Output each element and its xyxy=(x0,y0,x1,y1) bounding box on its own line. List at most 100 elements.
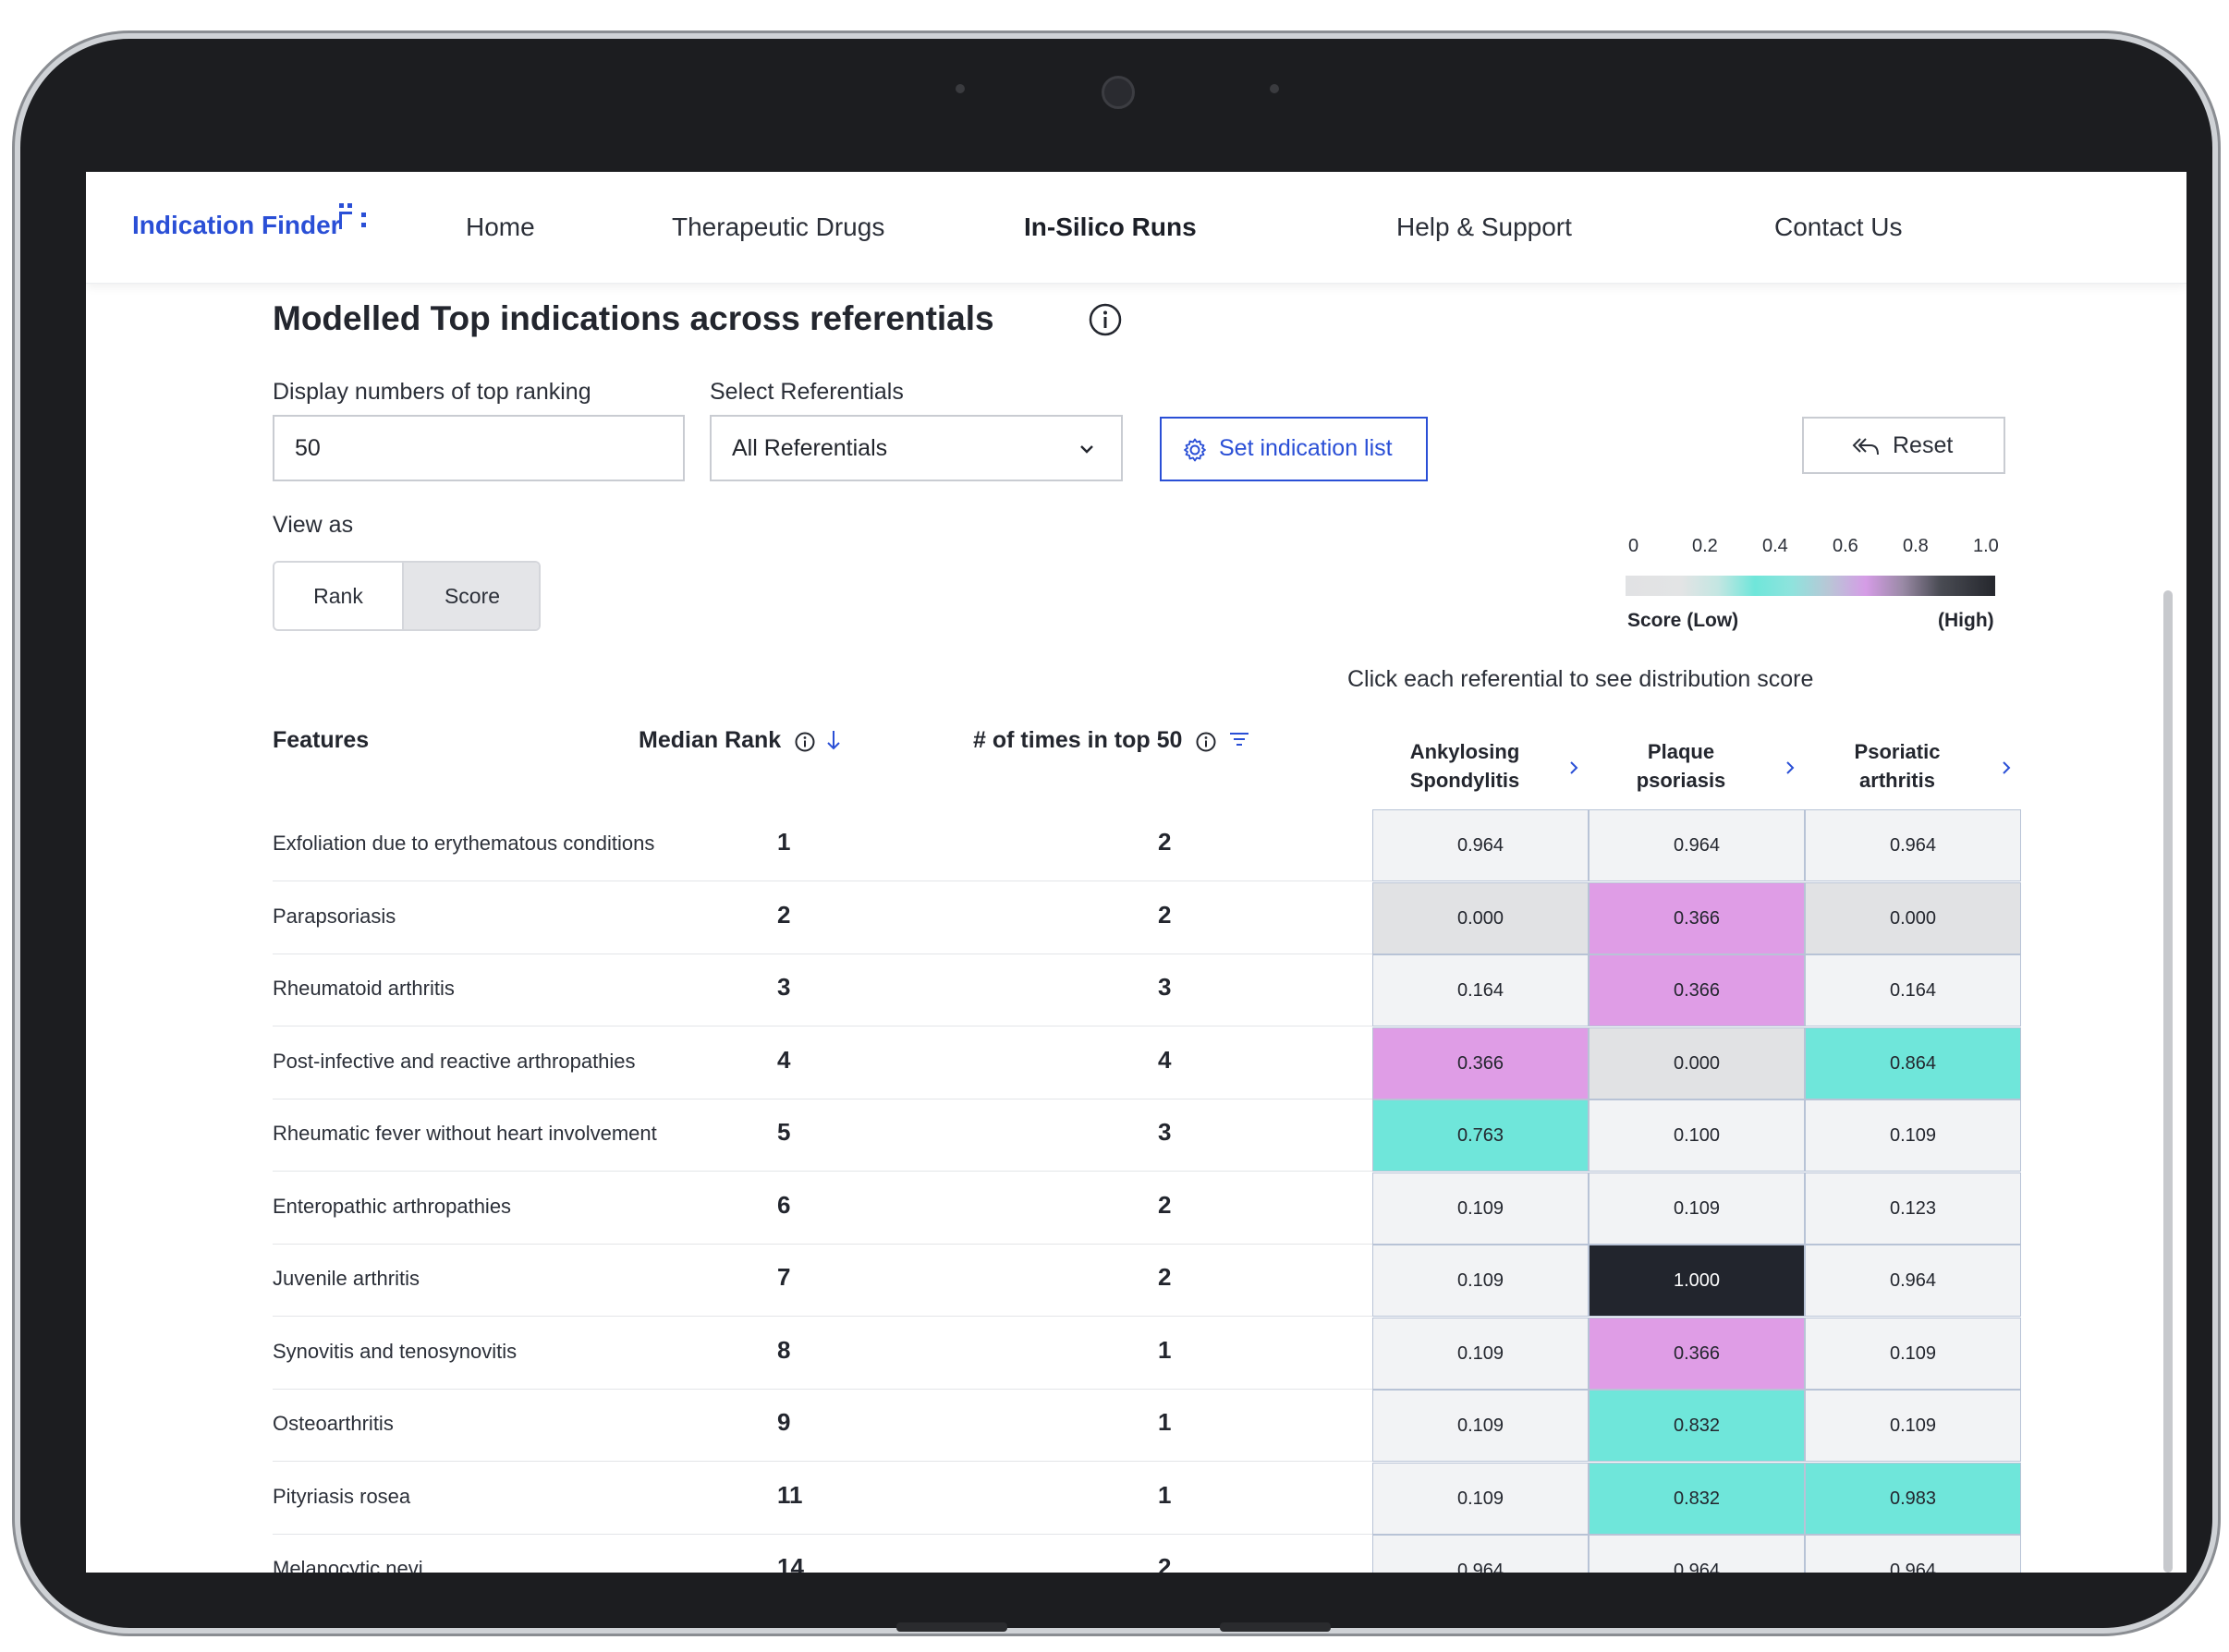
score-cell[interactable]: 0.164 xyxy=(1372,954,1589,1026)
sort-arrow-down-icon[interactable] xyxy=(822,729,845,751)
median-rank-value: 8 xyxy=(777,1335,791,1364)
nav-home[interactable]: Home xyxy=(466,213,535,241)
times-in-top-value: 2 xyxy=(1158,828,1172,856)
table-row[interactable]: Pityriasis rosea 11 1 xyxy=(273,1463,1438,1535)
nav-contact-us[interactable]: Contact Us xyxy=(1774,213,1903,241)
row-divider xyxy=(273,1461,1438,1462)
median-rank-value: 3 xyxy=(777,973,791,1001)
feature-name: Synovitis and tenosynovitis xyxy=(273,1339,518,1363)
times-in-top-value: 1 xyxy=(1158,1408,1172,1436)
feature-name: Post-infective and reactive arthropathie… xyxy=(273,1049,636,1073)
filter-icon[interactable] xyxy=(1228,729,1250,751)
top-ranking-value: 50 xyxy=(295,435,321,461)
score-cell[interactable]: 0.964 xyxy=(1372,1535,1589,1573)
referentials-select[interactable]: All Referentials xyxy=(710,415,1123,481)
nav-in-silico-runs[interactable]: In-Silico Runs xyxy=(1024,213,1197,241)
reply-all-icon xyxy=(1852,438,1879,456)
times-in-top-value: 4 xyxy=(1158,1045,1172,1074)
info-icon[interactable] xyxy=(1195,731,1217,753)
score-cell[interactable]: 0.109 xyxy=(1805,1317,2021,1390)
table-row[interactable]: Osteoarthritis 9 1 xyxy=(273,1390,1438,1462)
score-cell[interactable]: 0.109 xyxy=(1372,1317,1589,1390)
nav-help-support[interactable]: Help & Support xyxy=(1396,213,1572,241)
table-row[interactable]: Rheumatoid arthritis 3 3 xyxy=(273,954,1438,1026)
times-in-top-value: 1 xyxy=(1158,1480,1172,1509)
table-row[interactable]: Parapsoriasis 2 2 xyxy=(273,882,1438,954)
table-row[interactable]: Juvenile arthritis 7 2 xyxy=(273,1245,1438,1317)
times-in-top-header[interactable]: # of times in top 50 xyxy=(973,727,1183,753)
median-rank-value: 6 xyxy=(777,1190,791,1219)
score-cell[interactable]: 0.983 xyxy=(1805,1462,2021,1535)
score-cell[interactable]: 0.964 xyxy=(1589,809,1805,881)
legend-tick: 0.2 xyxy=(1692,536,1718,556)
view-score-option[interactable]: Score xyxy=(404,563,539,629)
chevron-down-icon xyxy=(1080,445,1093,454)
median-rank-value: 5 xyxy=(777,1118,791,1146)
set-indication-list-button[interactable]: Set indication list xyxy=(1160,417,1428,481)
score-cell[interactable]: 0.123 xyxy=(1805,1172,2021,1245)
score-cell[interactable]: 0.100 xyxy=(1589,1099,1805,1172)
table-row[interactable]: Melanocytic nevi 14 2 xyxy=(273,1535,1438,1573)
score-cell[interactable]: 0.000 xyxy=(1805,881,2021,954)
gear-icon xyxy=(1184,438,1206,462)
score-cell[interactable]: 0.366 xyxy=(1589,1317,1805,1390)
score-cell[interactable]: 0.366 xyxy=(1589,881,1805,954)
camera-dot xyxy=(1270,84,1279,93)
median-rank-value: 11 xyxy=(777,1480,803,1509)
table-row[interactable]: Rheumatic fever without heart involvemen… xyxy=(273,1099,1438,1172)
chevron-right-icon xyxy=(1786,761,1795,774)
times-in-top-value: 2 xyxy=(1158,900,1172,929)
score-cell[interactable]: 0.109 xyxy=(1372,1172,1589,1245)
top-ranking-input[interactable]: 50 xyxy=(273,415,685,481)
score-cell[interactable]: 0.000 xyxy=(1372,881,1589,954)
score-cell[interactable]: 0.366 xyxy=(1372,1026,1589,1099)
info-icon[interactable] xyxy=(794,731,816,753)
chevron-right-icon xyxy=(1570,761,1578,774)
score-cell[interactable]: 1.000 xyxy=(1589,1245,1805,1317)
referential-header-plaque-psoriasis[interactable]: Plaque psoriasis xyxy=(1589,737,1805,819)
score-cell[interactable]: 0.964 xyxy=(1805,1245,2021,1317)
view-toggle: Rank Score xyxy=(273,561,541,631)
score-cell[interactable]: 0.964 xyxy=(1372,809,1589,881)
score-cell[interactable]: 0.109 xyxy=(1372,1462,1589,1535)
referentials-label: Select Referentials xyxy=(710,379,904,405)
score-cell[interactable]: 0.366 xyxy=(1589,954,1805,1026)
times-in-top-value: 3 xyxy=(1158,973,1172,1001)
score-cell[interactable]: 0.109 xyxy=(1372,1390,1589,1462)
reset-button[interactable]: Reset xyxy=(1802,417,2005,474)
score-gradient-bar xyxy=(1626,576,1995,596)
score-cell[interactable]: 0.864 xyxy=(1805,1026,2021,1099)
score-cell[interactable]: 0.109 xyxy=(1589,1172,1805,1245)
feature-name: Rheumatic fever without heart involvemen… xyxy=(273,1122,657,1145)
scrollbar[interactable] xyxy=(2163,590,2173,1573)
score-cell[interactable]: 0.964 xyxy=(1805,1535,2021,1573)
logo-mark-icon xyxy=(339,203,366,229)
feature-name: Juvenile arthritis xyxy=(273,1267,420,1290)
table-row[interactable]: Synovitis and tenosynovitis 8 1 xyxy=(273,1318,1438,1390)
score-cell[interactable]: 0.164 xyxy=(1805,954,2021,1026)
times-in-top-value: 1 xyxy=(1158,1335,1172,1364)
reset-label: Reset xyxy=(1893,432,1954,458)
score-cell[interactable]: 0.109 xyxy=(1805,1099,2021,1172)
score-cell[interactable]: 0.832 xyxy=(1589,1462,1805,1535)
score-cell[interactable]: 0.832 xyxy=(1589,1390,1805,1462)
score-cell[interactable]: 0.109 xyxy=(1372,1245,1589,1317)
median-rank-header[interactable]: Median Rank xyxy=(639,727,782,753)
view-rank-option[interactable]: Rank xyxy=(274,563,404,629)
score-cell[interactable]: 0.109 xyxy=(1805,1390,2021,1462)
referential-header-psoriatic-arthritis[interactable]: Psoriatic arthritis xyxy=(1805,737,2021,819)
referential-header-ankylosing-spondylitis[interactable]: Ankylosing Spondylitis xyxy=(1372,737,1589,819)
score-cell[interactable]: 0.964 xyxy=(1589,1535,1805,1573)
score-cell[interactable]: 0.763 xyxy=(1372,1099,1589,1172)
legend-high-label: (High) xyxy=(1938,610,1994,631)
table-row[interactable]: Post-infective and reactive arthropathie… xyxy=(273,1027,1438,1099)
info-icon[interactable] xyxy=(1089,303,1122,336)
nav-therapeutic-drugs[interactable]: Therapeutic Drugs xyxy=(672,213,885,241)
table-row[interactable]: Exfoliation due to erythematous conditio… xyxy=(273,809,1438,881)
table-row[interactable]: Enteropathic arthropathies 6 2 xyxy=(273,1172,1438,1245)
score-cell[interactable]: 0.964 xyxy=(1805,809,2021,881)
app-logo[interactable]: Indication Finder xyxy=(132,211,341,239)
score-cell[interactable]: 0.000 xyxy=(1589,1026,1805,1099)
legend-low-label: Score (Low) xyxy=(1627,610,1739,631)
screen: Indication Finder Home Therapeutic Drugs… xyxy=(86,172,2186,1573)
